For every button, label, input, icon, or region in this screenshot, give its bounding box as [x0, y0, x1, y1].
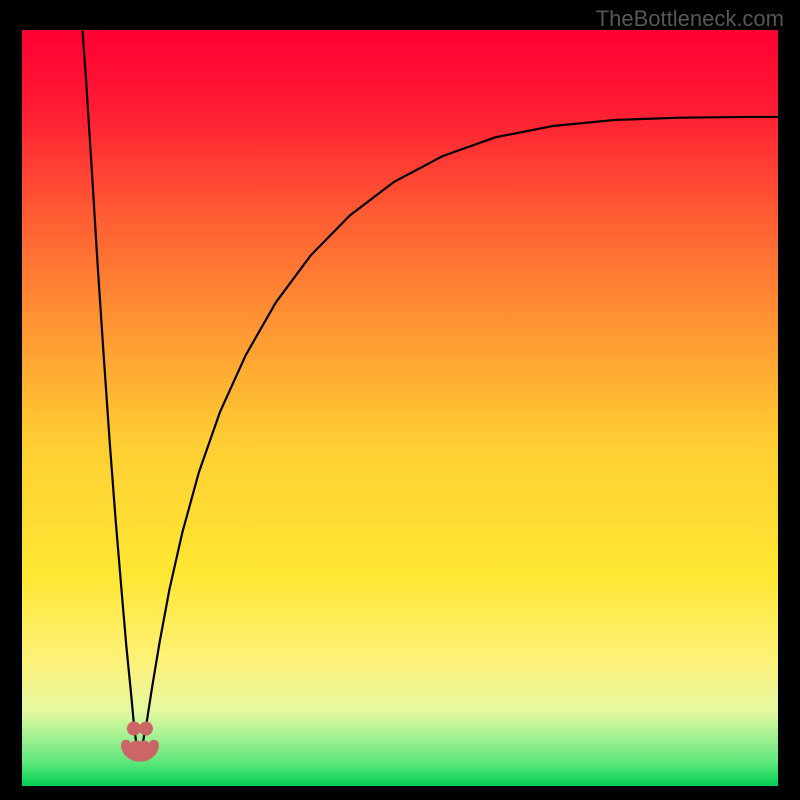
- chart-area: [22, 30, 778, 786]
- curve-overlay: [22, 30, 778, 786]
- valley-marker-dot: [127, 722, 141, 736]
- curve-left-branch: [82, 30, 138, 750]
- curve-right-branch: [141, 117, 778, 751]
- watermark-text: TheBottleneck.com: [596, 6, 784, 32]
- valley-marker-dot: [139, 722, 153, 736]
- valley-marker-dot: [137, 740, 151, 754]
